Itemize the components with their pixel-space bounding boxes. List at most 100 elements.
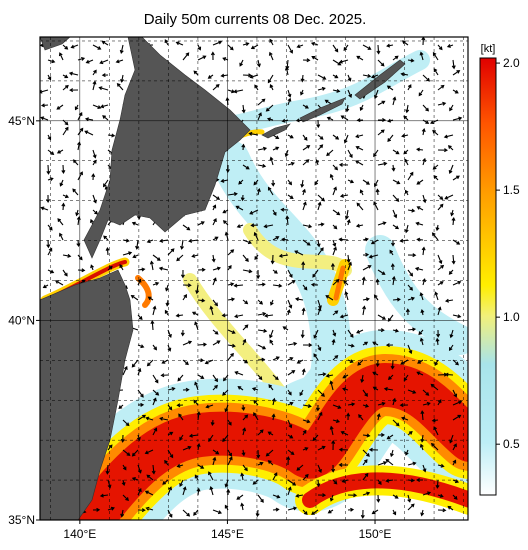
current-arrow: [92, 507, 101, 512]
current-arrow: [99, 59, 109, 65]
current-arrow: [179, 479, 184, 488]
current-arrow: [416, 206, 424, 211]
current-arrow: [332, 419, 341, 423]
current-arrow: [416, 371, 424, 376]
current-arrow: [377, 59, 385, 67]
current-arrow: [167, 248, 175, 256]
current-arrow: [272, 134, 280, 139]
current-arrow: [130, 294, 139, 301]
current-arrow: [332, 224, 338, 230]
current-arrow: [452, 314, 462, 319]
current-arrow: [383, 387, 394, 392]
current-arrow: [107, 506, 115, 511]
current-arrow: [132, 254, 139, 259]
current-arrow: [362, 265, 372, 271]
current-arrow: [222, 434, 229, 443]
current-arrow: [361, 276, 366, 286]
current-arrow: [332, 44, 339, 53]
current-arrow: [317, 372, 327, 377]
current-arrow: [77, 56, 86, 61]
current-arrow: [317, 464, 322, 474]
current-arrow: [167, 449, 174, 459]
current-arrow: [269, 156, 274, 166]
current-arrow: [212, 329, 219, 335]
current-arrow: [368, 254, 379, 259]
current-arrow: [40, 206, 49, 211]
current-arrow: [452, 389, 458, 398]
current-arrow: [287, 134, 294, 139]
current-arrow: [145, 506, 154, 511]
current-arrow: [437, 148, 448, 153]
current-arrow: [447, 145, 454, 151]
current-arrow: [355, 160, 364, 166]
current-arrow: [347, 343, 355, 348]
current-arrow: [282, 326, 289, 331]
current-arrow: [332, 355, 339, 361]
current-arrow: [401, 133, 409, 138]
current-arrow: [338, 162, 349, 167]
current-arrow: [414, 266, 424, 271]
current-arrow: [208, 471, 214, 481]
current-arrow: [391, 275, 396, 286]
current-arrow: [362, 433, 371, 438]
current-arrow: [47, 247, 53, 256]
current-arrow: [180, 269, 185, 279]
current-arrow: [347, 329, 354, 338]
current-arrow: [362, 44, 372, 50]
current-arrow: [257, 163, 267, 168]
current-arrow: [359, 104, 364, 112]
current-arrow: [287, 419, 293, 429]
current-arrow: [272, 146, 280, 151]
current-arrow: [257, 374, 263, 381]
current-arrow: [387, 374, 394, 380]
current-arrow: [444, 298, 454, 303]
current-arrow: [392, 397, 397, 406]
current-arrow: [405, 104, 410, 114]
current-arrow: [212, 456, 217, 466]
current-arrow: [376, 413, 381, 421]
current-arrow: [332, 278, 340, 286]
current-arrow: [302, 58, 311, 63]
current-arrow: [332, 134, 340, 140]
current-arrow: [346, 412, 351, 421]
current-arrow: [119, 44, 124, 54]
current-arrow: [317, 201, 322, 211]
current-arrow: [227, 297, 236, 302]
current-arrow: [221, 313, 229, 318]
current-arrow: [452, 116, 463, 121]
current-arrow: [61, 202, 66, 211]
lon-label: 145°E: [211, 527, 244, 541]
current-arrow: [116, 82, 124, 91]
current-arrow: [193, 70, 199, 76]
current-arrow: [407, 327, 417, 332]
current-arrow: [422, 491, 432, 496]
current-arrow: [272, 236, 280, 241]
current-arrow: [435, 224, 440, 232]
current-arrow: [287, 449, 295, 456]
current-arrow: [102, 179, 109, 188]
current-arrow: [146, 359, 154, 367]
current-arrow: [115, 59, 124, 64]
current-arrow: [182, 509, 191, 517]
current-arrow: [54, 280, 64, 286]
current-arrow: [272, 374, 279, 381]
current-arrow: [176, 254, 184, 262]
current-arrow: [287, 479, 297, 486]
current-arrow: [75, 209, 80, 217]
current-arrow: [177, 374, 184, 382]
current-arrow: [332, 239, 337, 247]
current-arrow: [452, 459, 457, 466]
colorbar-tick-label: 1.0: [503, 310, 520, 324]
current-arrow: [269, 329, 274, 339]
current-arrow: [392, 149, 400, 155]
current-arrow: [301, 261, 306, 271]
current-arrow: [362, 449, 370, 457]
current-arrow: [302, 201, 307, 211]
current-arrow: [268, 384, 274, 391]
current-arrow: [144, 449, 154, 455]
current-arrow: [137, 414, 147, 421]
current-arrow: [376, 494, 381, 503]
current-arrow: [42, 284, 49, 289]
current-arrow: [194, 474, 199, 481]
